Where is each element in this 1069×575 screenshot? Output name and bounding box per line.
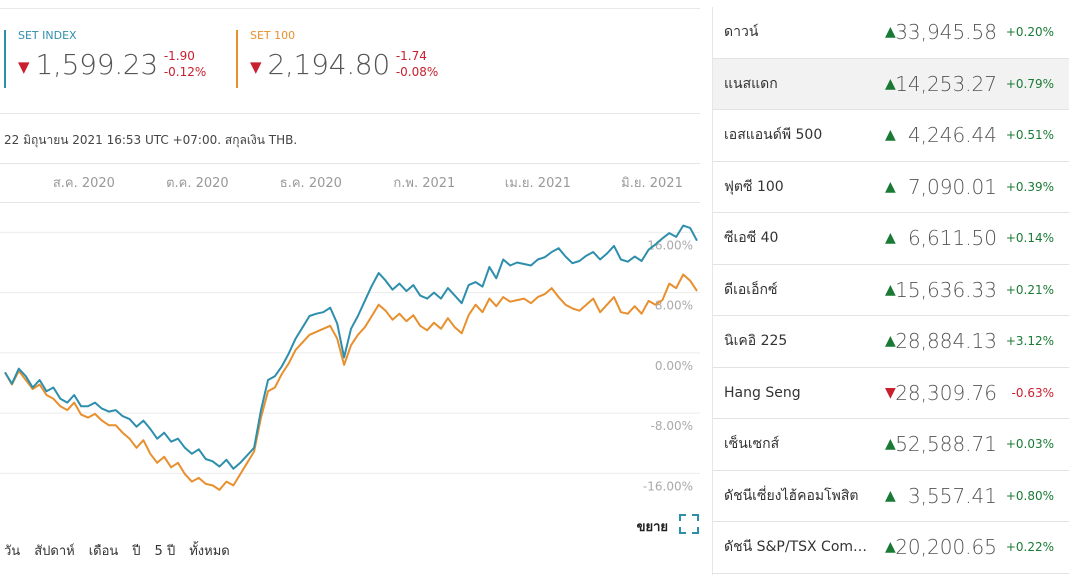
x-tick-label: เม.ย. 2021: [505, 176, 571, 191]
up-arrow-icon: ▲: [885, 436, 896, 453]
market-name: ดัชนีเซี่ยงไฮ้คอมโพสิต: [724, 487, 859, 504]
up-arrow-icon: ▲: [885, 281, 896, 298]
market-change: -0.63%: [1011, 385, 1054, 400]
index-card-set100[interactable]: SET 100 ▼ 2,194.80 -1.74 -0.08%: [236, 30, 438, 88]
market-row[interactable]: ซีเอซี 40 ▲ 6,611.50 +0.14%: [713, 213, 1069, 265]
market-value: 7,090.01: [907, 174, 997, 199]
y-tick-label: 0.00%: [655, 359, 693, 373]
market-change: +3.12%: [1005, 334, 1054, 349]
market-change: +0.22%: [1005, 540, 1054, 555]
up-arrow-icon: ▲: [885, 487, 896, 504]
down-arrow-icon: ▼: [18, 57, 30, 76]
range-button[interactable]: เดือน: [88, 544, 119, 559]
index-value: 1,599.23: [35, 48, 159, 81]
market-row[interactable]: ดาวน์ ▲ 33,945.58 +0.20%: [713, 7, 1069, 59]
market-value: 28,884.13: [895, 329, 997, 354]
market-row[interactable]: ดัชนีเซี่ยงไฮ้คอมโพสิต ▲ 3,557.41 +0.80%: [713, 471, 1069, 522]
range-button[interactable]: วัน: [4, 544, 21, 559]
market-row[interactable]: เซ็นเซกส์ ▲ 52,588.71 +0.03%: [713, 419, 1069, 471]
market-row[interactable]: เอสแอนด์พี 500 ▲ 4,246.44 +0.51%: [713, 110, 1069, 162]
index-change: -1.74 -0.08%: [396, 48, 438, 80]
expand-control[interactable]: ขยาย: [637, 513, 700, 539]
index-change-points: -1.74: [395, 48, 427, 63]
index-name: SET INDEX: [18, 29, 77, 42]
up-arrow-icon: ▲: [885, 75, 896, 92]
market-row[interactable]: Hang Seng ▼ 28,309.76 -0.63%: [713, 368, 1069, 419]
index-change-points: -1.90: [163, 48, 195, 63]
market-change: +0.21%: [1005, 282, 1054, 297]
y-tick-label: 8.00%: [655, 299, 693, 313]
market-name: เอสแอนด์พี 500: [724, 127, 823, 144]
market-value: 15,636.33: [895, 277, 997, 302]
market-name: ดัชนี S&P/TSX Com…: [724, 539, 868, 556]
divider: [0, 113, 700, 114]
market-name: ฟุตซี 100: [724, 178, 784, 195]
market-row[interactable]: ดัชนี S&P/TSX Com… ▲ 20,200.65 +0.22%: [713, 522, 1069, 574]
up-arrow-icon: ▲: [885, 127, 896, 144]
series-line: [4, 224, 698, 470]
market-value: 4,246.44: [907, 123, 997, 148]
market-value: 28,309.76: [895, 380, 997, 405]
up-arrow-icon: ▲: [885, 178, 896, 195]
market-value: 33,945.58: [895, 20, 997, 45]
divider: [0, 8, 700, 9]
up-arrow-icon: ▲: [885, 333, 896, 350]
market-list: ดาวน์ ▲ 33,945.58 +0.20% แนสแดก ▲ 14,253.27 +0.…: [712, 7, 1069, 575]
down-arrow-icon: ▼: [250, 57, 262, 76]
range-button[interactable]: สัปดาห์: [34, 544, 75, 559]
y-tick-label: -8.00%: [651, 419, 693, 433]
down-arrow-icon: ▼: [885, 384, 896, 401]
market-value: 6,611.50: [907, 226, 997, 251]
index-change: -1.90 -0.12%: [164, 48, 206, 80]
market-change: +0.39%: [1005, 179, 1054, 194]
market-change: +0.79%: [1005, 76, 1054, 91]
market-row[interactable]: ฟุตซี 100 ▲ 7,090.01 +0.39%: [713, 162, 1069, 213]
index-card-set[interactable]: SET INDEX ▼ 1,599.23 -1.90 -0.12%: [4, 30, 206, 88]
chart-panel: SET INDEX ▼ 1,599.23 -1.90 -0.12% SET 10…: [0, 8, 700, 561]
market-row[interactable]: แนสแดก ▲ 14,253.27 +0.79%: [713, 58, 1069, 110]
market-change: +0.20%: [1005, 25, 1054, 40]
line-chart[interactable]: ส.ค. 2020 ต.ค. 2020 ธ.ค. 2020 ก.พ. 2021 เม.ย…: [0, 163, 700, 508]
range-button[interactable]: ทั้งหมด: [189, 544, 230, 559]
range-button[interactable]: 5 ปี: [154, 544, 176, 559]
index-change-percent: -0.08%: [395, 64, 439, 79]
chart-svg: ส.ค. 2020 ต.ค. 2020 ธ.ค. 2020 ก.พ. 2021 เม.ย…: [0, 163, 700, 493]
x-tick-label: ส.ค. 2020: [53, 176, 115, 191]
market-value: 52,588.71: [895, 432, 997, 457]
market-name: Hang Seng: [724, 384, 801, 401]
x-tick-label: ธ.ค. 2020: [280, 176, 342, 191]
range-selector: วัน สัปดาห์ เดือน ปี 5 ปี ทั้งหมด: [4, 540, 230, 561]
range-button[interactable]: ปี: [132, 544, 141, 559]
index-change-percent: -0.12%: [163, 64, 207, 79]
x-tick-label: มิ.ย. 2021: [621, 176, 683, 191]
series-line: [4, 273, 698, 491]
market-name: ซีเอซี 40: [724, 230, 779, 247]
x-tick-label: ก.พ. 2021: [393, 176, 455, 191]
market-row[interactable]: ดีเอเอ็กซ์ ▲ 15,636.33 +0.21%: [713, 265, 1069, 316]
market-name: เซ็นเซกส์: [724, 436, 780, 453]
market-name: ดาวน์: [724, 24, 759, 41]
timestamp: 22 มิถุนายน 2021 16:53 UTC +07:00. สกุลเ…: [4, 133, 298, 147]
expand-icon[interactable]: [678, 513, 700, 539]
market-change: +0.03%: [1005, 437, 1054, 452]
market-name: นิเคอิ 225: [724, 333, 788, 350]
market-change: +0.51%: [1005, 128, 1054, 143]
market-change: +0.80%: [1005, 488, 1054, 503]
expand-label[interactable]: ขยาย: [636, 519, 668, 535]
market-name: แนสแดก: [724, 75, 778, 92]
market-name: ดีเอเอ็กซ์: [724, 281, 778, 298]
market-change: +0.14%: [1005, 231, 1054, 246]
index-value: 2,194.80: [267, 48, 391, 81]
y-tick-label: -16.00%: [643, 479, 693, 493]
market-value: 3,557.41: [907, 483, 997, 508]
x-tick-label: ต.ค. 2020: [166, 176, 229, 191]
market-value: 20,200.65: [895, 535, 997, 560]
up-arrow-icon: ▲: [885, 24, 896, 41]
market-row[interactable]: นิเคอิ 225 ▲ 28,884.13 +3.12%: [713, 316, 1069, 368]
up-arrow-icon: ▲: [885, 230, 896, 247]
market-value: 14,253.27: [895, 71, 997, 96]
up-arrow-icon: ▲: [885, 539, 896, 556]
index-name: SET 100: [250, 29, 296, 42]
